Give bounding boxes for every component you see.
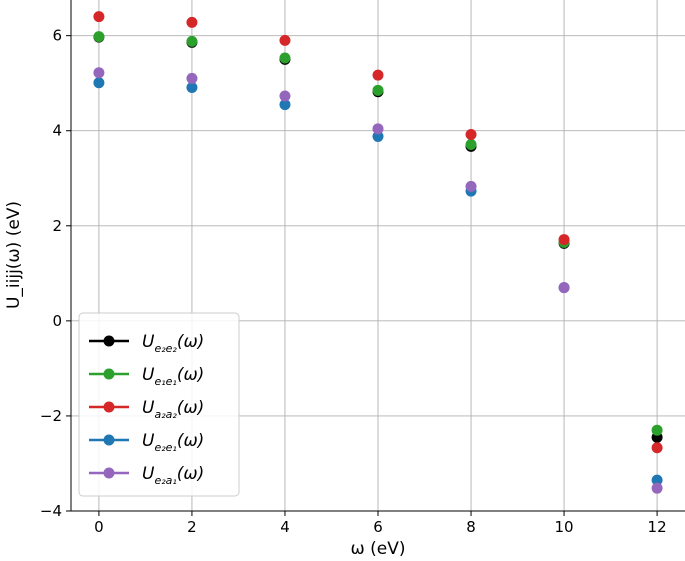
y-tick-label: 0 — [52, 312, 62, 330]
data-point-series-3 — [372, 69, 384, 81]
y-tick-label: 4 — [52, 122, 62, 140]
data-point-series-2 — [93, 31, 105, 43]
data-point-series-2 — [279, 52, 291, 64]
x-tick-label: 2 — [187, 518, 197, 536]
data-point-series-2 — [372, 84, 384, 96]
data-point-series-3 — [558, 234, 570, 246]
grid-layer — [71, 0, 685, 512]
x-axis-label: ω (eV) — [351, 539, 406, 557]
y-tick-label: −2 — [40, 407, 62, 425]
data-point-series-5 — [186, 72, 198, 84]
legend-marker — [103, 401, 115, 413]
axes-layer: 0 2 4 6 8 10 12 −4 −2 0 2 4 6 — [40, 0, 685, 536]
legend-entry-label: Ue₂a₁(ω) — [142, 464, 204, 487]
data-point-series-5 — [465, 180, 477, 192]
data-point-series-3 — [93, 11, 105, 23]
data-point-series-5 — [558, 282, 570, 294]
data-point-series-4 — [186, 81, 198, 93]
legend-marker — [103, 434, 115, 446]
data-point-series-3 — [186, 16, 198, 28]
data-point-series-4 — [651, 474, 663, 486]
data-point-series-4 — [93, 77, 105, 89]
legend-box — [78, 312, 240, 497]
data-point-series-5 — [372, 123, 384, 135]
legend-entry-label: Ue₁e₁(ω) — [142, 365, 204, 388]
data-point-series-5 — [651, 482, 663, 494]
legend-entry-label: Ua₂a₂(ω) — [142, 398, 204, 421]
points-layer — [93, 11, 663, 494]
data-point-series-3 — [465, 129, 477, 141]
x-tick-label: 6 — [373, 518, 383, 536]
data-point-series-5 — [93, 67, 105, 79]
data-point-series-2 — [465, 139, 477, 151]
legend: Ue₂e₂(ω) Ue₁e₁(ω) Ua₂a₂(ω) Ue₂e₁(ω) Ue₂a₁(ω) — [78, 312, 240, 497]
data-point-series-4 — [372, 130, 384, 142]
legend-entry-label: Ue₂e₁(ω) — [142, 431, 204, 454]
x-tick-label: 4 — [280, 518, 290, 536]
x-tick-label: 10 — [555, 518, 574, 536]
data-point-series-4 — [279, 99, 291, 111]
x-tick-label: 8 — [466, 518, 476, 536]
data-point-series-2 — [651, 424, 663, 436]
data-point-series-5 — [279, 90, 291, 102]
legend-marker — [103, 467, 115, 479]
y-tick-label: 2 — [52, 217, 62, 235]
data-point-series-3 — [279, 34, 291, 46]
legend-marker — [103, 335, 115, 347]
x-tick-label: 12 — [648, 518, 667, 536]
y-tick-label: −4 — [40, 502, 62, 520]
legend-marker — [103, 368, 115, 380]
data-point-series-3 — [651, 442, 663, 454]
y-tick-label: 6 — [52, 27, 62, 45]
y-axis-label: U_iijj(ω) (eV) — [4, 201, 24, 309]
legend-entry-label: Ue₂e₂(ω) — [142, 332, 204, 355]
data-point-series-2 — [186, 35, 198, 47]
x-tick-label: 0 — [94, 518, 104, 536]
